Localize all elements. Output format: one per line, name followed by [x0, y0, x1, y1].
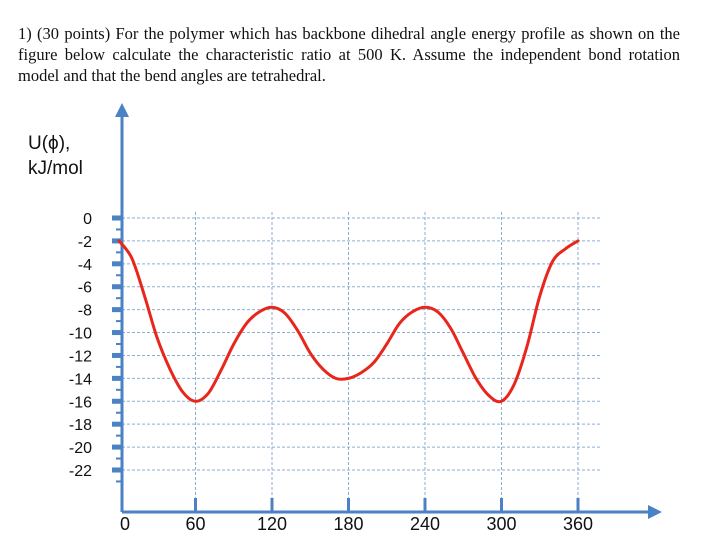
- y-tick-label: -10: [69, 326, 92, 343]
- y-axis-label-line1: U(ϕ),: [28, 133, 71, 154]
- x-axis-arrowhead: [648, 505, 662, 519]
- grid-layer: [122, 212, 600, 512]
- problem-statement: 1) (30 points) For the polymer which has…: [18, 23, 680, 85]
- y-tick-label: -14: [69, 371, 92, 388]
- y-tick-label: -4: [78, 257, 92, 274]
- x-tick-label: 180: [333, 514, 363, 534]
- y-axis-label: U(ϕ), kJ/mol: [28, 131, 83, 181]
- x-tick-label: 240: [410, 514, 440, 534]
- x-tick-label: 360: [563, 514, 593, 534]
- y-tick-label: 0: [83, 211, 92, 228]
- y-tick-label: -16: [69, 394, 92, 411]
- y-axis-arrowhead: [115, 103, 129, 117]
- y-tick-label: -2: [78, 234, 92, 251]
- y-axis-label-line2: kJ/mol: [28, 158, 83, 179]
- y-tick-label: -12: [69, 348, 92, 365]
- y-tick-label: -6: [78, 280, 92, 297]
- y-tick-label: -22: [69, 463, 92, 480]
- curve-layer: [117, 239, 580, 404]
- y-tick-label: -8: [78, 303, 92, 320]
- x-tick-label: 300: [486, 514, 516, 534]
- x-tick-label: 60: [185, 514, 205, 534]
- y-tick-label: -20: [69, 440, 92, 457]
- y-tick-label: -18: [69, 417, 92, 434]
- x-tick-label: 120: [257, 514, 287, 534]
- axis-layer: [112, 103, 662, 519]
- x-tick-label: 0: [120, 514, 130, 534]
- energy-curve-line: [117, 239, 580, 404]
- label-layer: 0 -2 -4 -6 -8 -10 -12 -14 -16 -18 -20 -22 0 60 120 180 2…: [69, 211, 593, 534]
